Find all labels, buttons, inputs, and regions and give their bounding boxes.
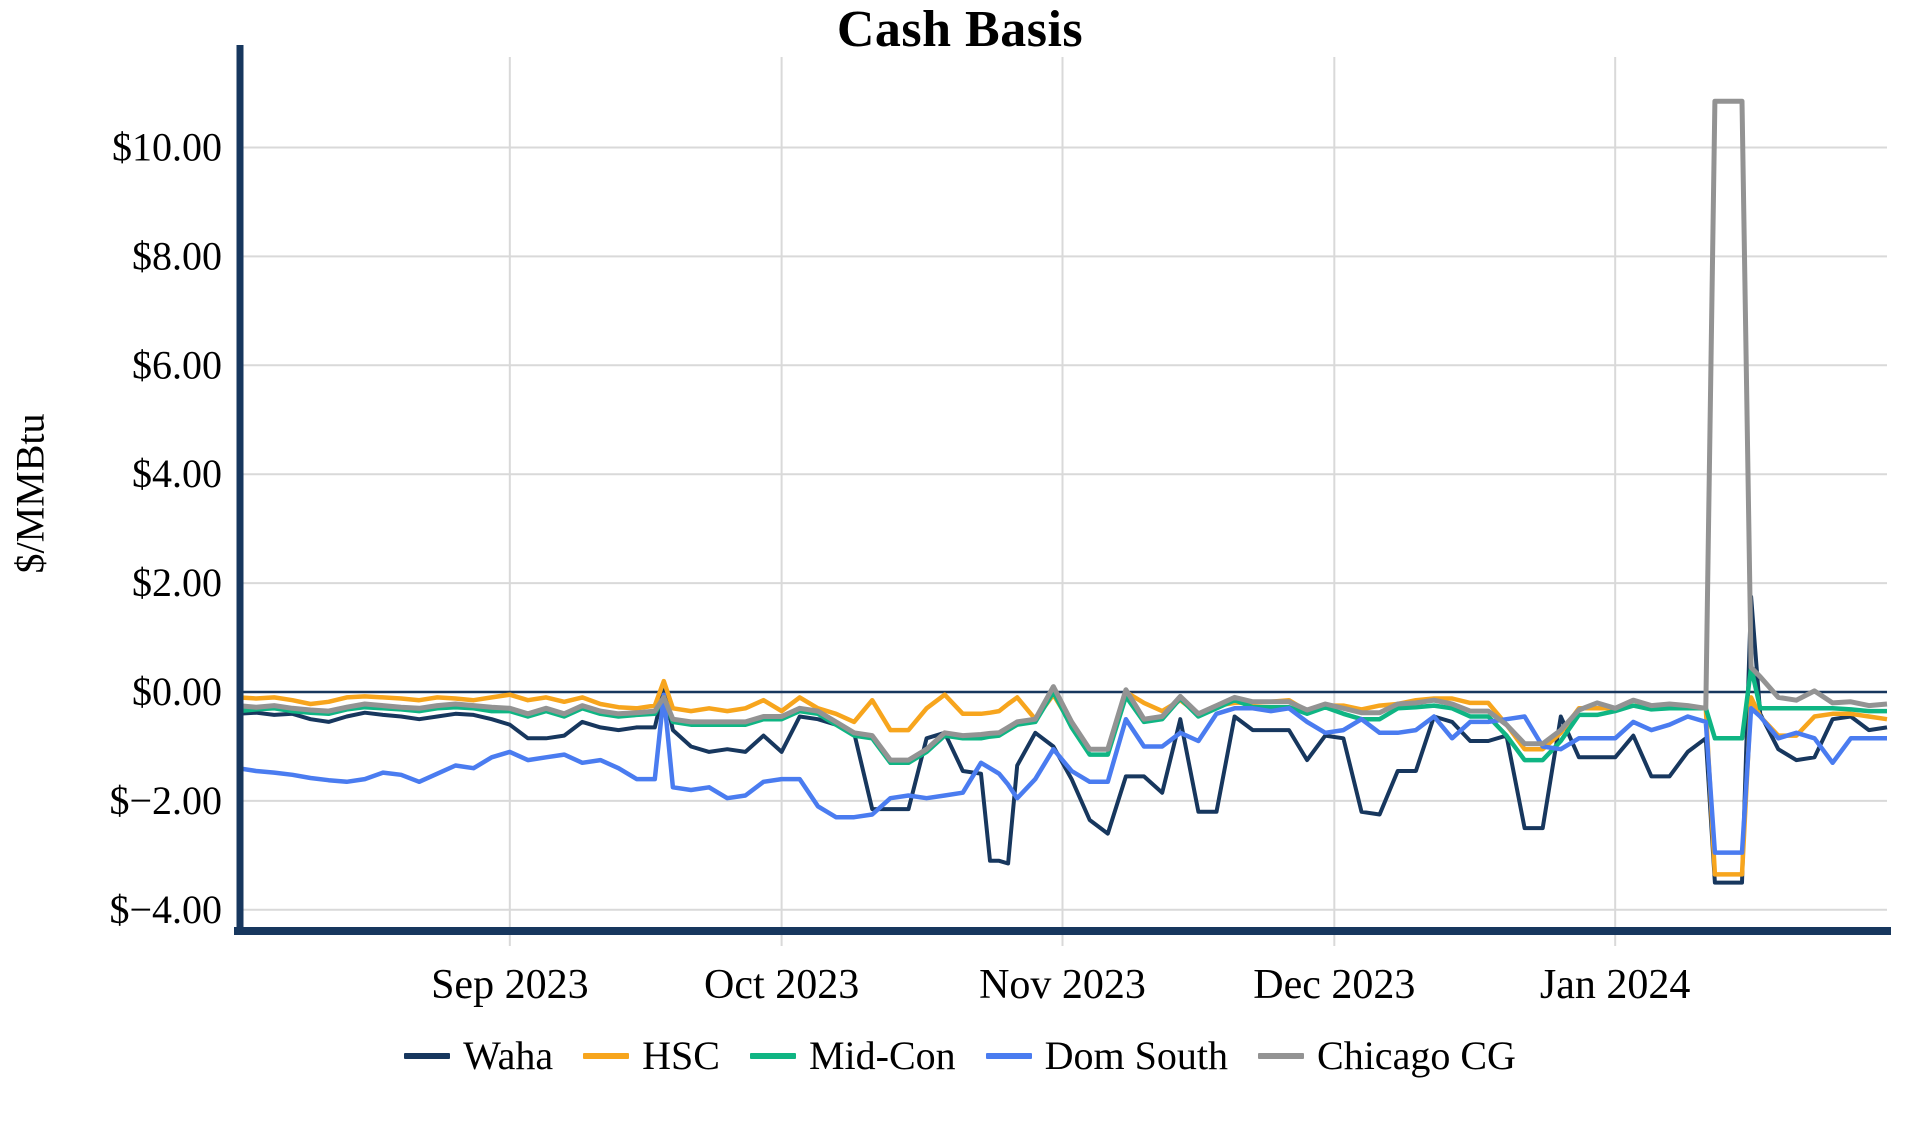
y-tick-label: $2.00 [132, 560, 222, 605]
series-line-waha [237, 594, 1888, 885]
legend-swatch [583, 1053, 630, 1059]
legend-label: Dom South [1044, 1033, 1229, 1078]
y-tick-label: $4.00 [132, 451, 222, 496]
legend-swatch [1258, 1053, 1305, 1059]
legend-item-waha: Waha [404, 1036, 553, 1076]
y-tick-label: $0.00 [132, 669, 222, 714]
y-tick-label: $−2.00 [109, 778, 222, 823]
legend-item-chicago-cg: Chicago CG [1258, 1036, 1516, 1076]
y-tick-label: $6.00 [132, 342, 222, 387]
legend-label: Mid-Con [808, 1033, 956, 1078]
y-tick-label: $8.00 [132, 233, 222, 278]
legend-label: Waha [463, 1033, 554, 1078]
legend-label: Chicago CG [1317, 1033, 1516, 1078]
y-tick-label: $−4.00 [109, 887, 222, 932]
chart-title: Cash Basis [836, 1, 1084, 58]
x-tick-label: Nov 2023 [979, 962, 1146, 1008]
chart-legend: Waha HSC Mid-Con Dom South Chicago CG [0, 1036, 1920, 1076]
x-tick-label: Oct 2023 [704, 962, 859, 1008]
legend-swatch [404, 1053, 451, 1059]
series-line-dom-south [237, 692, 1887, 855]
x-tick-label: Sep 2023 [431, 962, 589, 1008]
legend-swatch [749, 1053, 796, 1059]
legend-item-dom-south: Dom South [985, 1033, 1229, 1078]
legend-item-hsc: HSC [583, 1036, 720, 1076]
y-tick-label: $10.00 [112, 125, 222, 170]
legend-label: HSC [642, 1033, 720, 1078]
x-tick-label: Dec 2023 [1253, 962, 1415, 1008]
x-tick-label: Jan 2024 [1540, 962, 1691, 1008]
legend-swatch [985, 1053, 1032, 1059]
legend-item-mid-con: Mid-Con [749, 1033, 956, 1078]
series-line-chicago-cg [237, 98, 1888, 763]
